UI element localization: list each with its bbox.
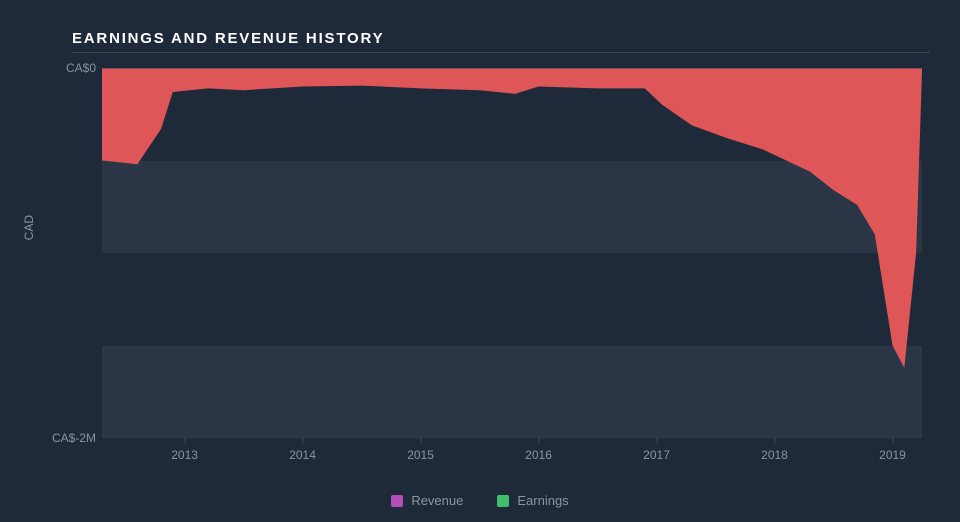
x-tick-mark — [184, 438, 185, 444]
legend-swatch-earnings — [497, 495, 509, 507]
legend-label-revenue: Revenue — [411, 493, 463, 508]
x-tick-mark — [656, 438, 657, 444]
legend-item-revenue: Revenue — [391, 493, 463, 508]
chart-title: EARNINGS AND REVENUE HISTORY — [72, 30, 384, 47]
y-axis-label: CAD — [22, 215, 36, 240]
x-tick-mark — [892, 438, 893, 444]
legend: Revenue Earnings — [0, 493, 960, 508]
x-tick-label: 2019 — [879, 448, 906, 462]
x-tick-mark — [302, 438, 303, 444]
x-tick-label: 2018 — [761, 448, 788, 462]
series-area-earnings — [102, 68, 922, 368]
x-tick-mark — [774, 438, 775, 444]
x-tick-mark — [538, 438, 539, 444]
chart-container: EARNINGS AND REVENUE HISTORY CAD CA$0CA$… — [0, 0, 960, 522]
legend-label-earnings: Earnings — [517, 493, 568, 508]
x-tick-mark — [420, 438, 421, 444]
x-tick-label: 2016 — [525, 448, 552, 462]
y-tick-label: CA$0 — [10, 61, 96, 75]
legend-item-earnings: Earnings — [497, 493, 568, 508]
y-tick-label: CA$-2M — [10, 431, 96, 445]
x-tick-label: 2017 — [643, 448, 670, 462]
x-tick-label: 2013 — [171, 448, 198, 462]
legend-swatch-revenue — [391, 495, 403, 507]
title-divider — [72, 52, 930, 53]
plot-area: CA$0CA$-2M2013201420152016201720182019 — [102, 68, 922, 438]
chart-svg — [102, 68, 922, 438]
x-tick-label: 2015 — [407, 448, 434, 462]
x-tick-label: 2014 — [289, 448, 316, 462]
